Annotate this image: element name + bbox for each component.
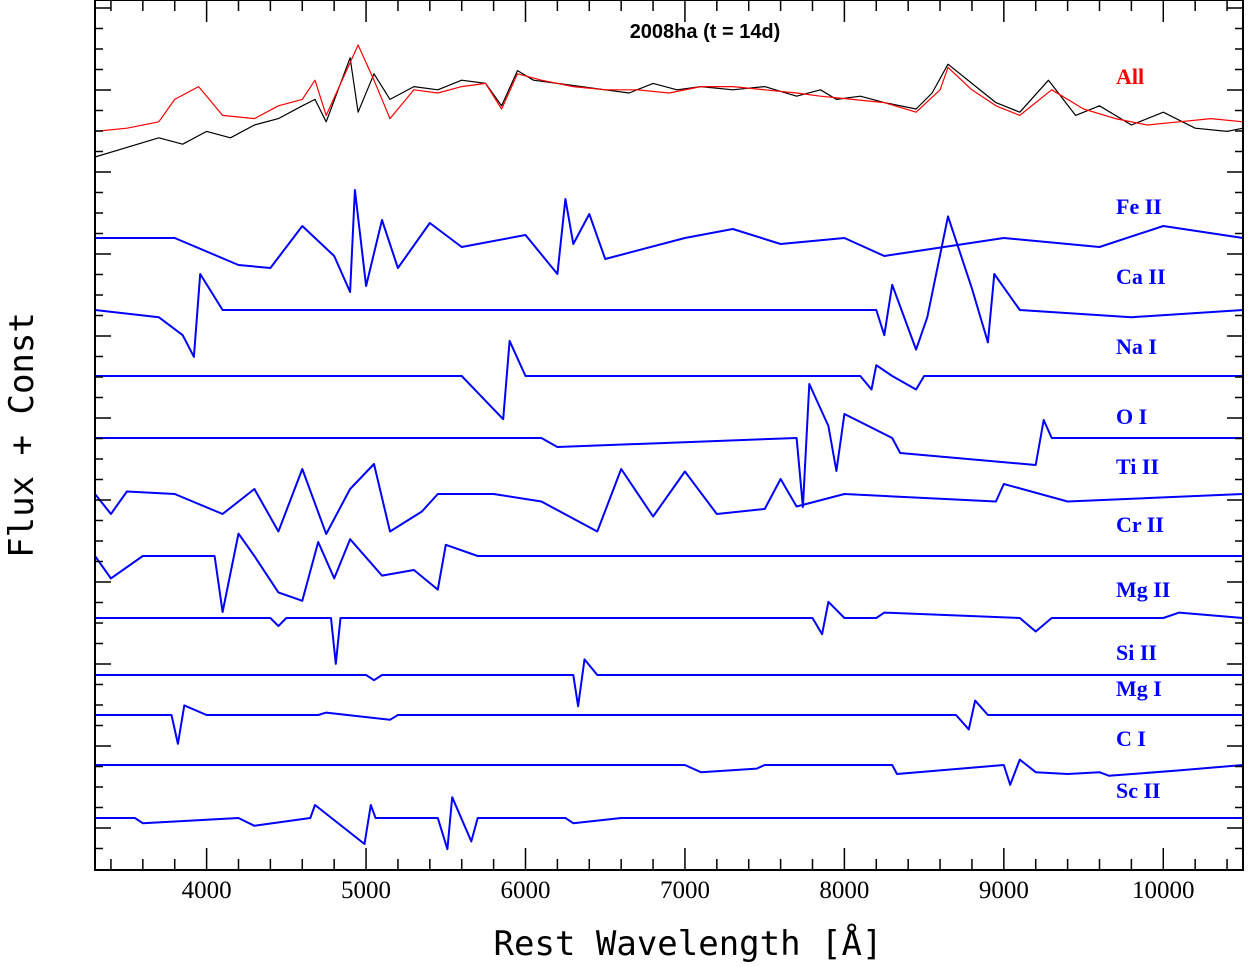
- plot-title: 2008ha (t = 14d): [630, 21, 781, 43]
- x-tick-label: 7000: [660, 877, 710, 904]
- spectral-traces: [94, 44, 1244, 851]
- series-line-all: [94, 44, 1244, 132]
- series-line-si-ii: [95, 658, 1243, 708]
- y-axis-title: Flux + Const: [2, 312, 42, 558]
- series-label-sc-ii: Sc II: [1116, 778, 1161, 803]
- series-label-fe-ii: Fe II: [1116, 194, 1162, 219]
- series-line-ti-ii: [94, 463, 1244, 535]
- x-tick-label: 5000: [341, 877, 391, 904]
- x-tick-label: 9000: [979, 877, 1029, 904]
- series-line-sc-ii: [95, 796, 1243, 851]
- series-label-na-i: Na I: [1116, 334, 1157, 359]
- series-line-mg-i: [95, 699, 1243, 745]
- series-line-fe-ii: [95, 189, 1244, 293]
- series-label-all: All: [1116, 64, 1144, 89]
- series-label-o-i: O I: [1116, 404, 1147, 429]
- x-tick-label: 6000: [501, 877, 551, 904]
- series-label-c-i: C I: [1116, 726, 1146, 751]
- series-line-o-i: [95, 383, 1243, 508]
- series-labels: All Fe II Ca II Na I O I Ti II Cr II Mg II Si II…: [1116, 64, 1170, 803]
- series-line-ca-ii: [94, 215, 1244, 358]
- series-label-mg-ii: Mg II: [1116, 577, 1170, 602]
- x-axis-title: Rest Wavelength [Å]: [494, 923, 883, 964]
- x-tick-label: 10000: [1132, 877, 1195, 904]
- series-line-na-i: [95, 339, 1243, 421]
- series-label-ca-ii: Ca II: [1116, 264, 1166, 289]
- plot-frame: [94, 0, 1244, 871]
- series-line-c-i: [95, 758, 1244, 786]
- series-label-ti-ii: Ti II: [1116, 454, 1159, 479]
- series-label-si-ii: Si II: [1116, 640, 1157, 665]
- axis-ticks: 4000 5000 6000 7000 8000 9000 10000: [95, 0, 1243, 904]
- series-line-mg-ii: [95, 600, 1244, 665]
- series-line-cr-ii: [94, 532, 1243, 613]
- observed-spectrum-line: [94, 57, 1244, 158]
- series-label-cr-ii: Cr II: [1116, 512, 1164, 537]
- x-tick-label: 8000: [819, 877, 869, 904]
- series-label-mg-i: Mg I: [1116, 676, 1162, 701]
- x-tick-label: 4000: [182, 877, 232, 904]
